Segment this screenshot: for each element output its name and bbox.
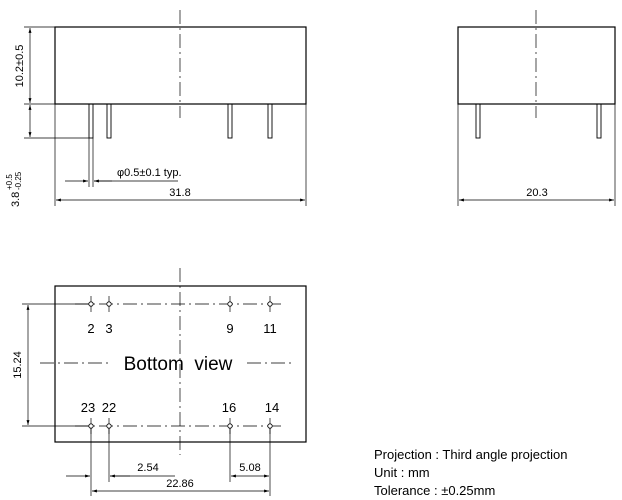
dim-side-width: 20.3	[526, 187, 547, 199]
front-view-pins	[88, 103, 273, 139]
side-view-body	[457, 26, 616, 105]
drawing-notes: Projection : Third angle projection Unit…	[374, 447, 567, 498]
pin-hole-11	[267, 296, 273, 312]
bottom-view-body	[54, 285, 307, 443]
dim-pin-length: 3.8 +0.5 -0.25	[5, 171, 23, 207]
dim-pin-diameter: φ0.5±0.1 typ.	[117, 167, 182, 179]
note-tolerance: Tolerance : ±0.25mm	[374, 483, 495, 498]
pin-label-14: 14	[265, 400, 279, 415]
dim-pitch: 2.54	[137, 462, 158, 474]
side-pin-right	[596, 103, 602, 139]
dim-pin-length-main: 3.8	[10, 192, 22, 207]
dim-span: 22.86	[166, 478, 194, 490]
front-pin-4	[267, 103, 273, 139]
pin-hole-9	[227, 296, 233, 312]
note-projection: Projection : Third angle projection	[374, 447, 567, 462]
dim-bottom-height: 15.24	[12, 351, 24, 379]
pin-label-3: 3	[105, 321, 112, 336]
pin-hole-3	[106, 296, 112, 312]
bottom-view-title: Bottom view	[124, 354, 233, 375]
pin-label-9: 9	[226, 321, 233, 336]
front-pin-3	[227, 103, 233, 139]
bottom-view: 2 3 9 11 23 22 16 14 Bottom view 15.24 2…	[12, 268, 307, 496]
front-pin-2	[106, 103, 112, 139]
bottom-view-pin-holes	[88, 296, 273, 434]
front-pin-1	[88, 103, 94, 139]
pin-label-2: 2	[87, 321, 94, 336]
dim-pitch-right: 5.08	[239, 462, 260, 474]
side-view: 20.3	[457, 10, 616, 206]
front-view-body	[54, 26, 307, 105]
note-unit: Unit : mm	[374, 465, 430, 480]
pin-label-11: 11	[263, 321, 277, 336]
pin-label-22: 22	[102, 400, 116, 415]
dim-pin-length-sup: +0.5	[5, 174, 14, 190]
pin-hole-2	[88, 296, 94, 312]
pin-label-16: 16	[222, 400, 236, 415]
dim-overall-length: 31.8	[169, 187, 190, 199]
side-pin-left	[475, 103, 481, 139]
front-view: 10.2±0.5 3.8 +0.5 -0.25 φ0.5±0.1 typ. 31…	[5, 10, 307, 207]
dim-pin-length-sub: -0.25	[14, 171, 23, 190]
pin-label-23: 23	[81, 400, 95, 415]
dim-body-height: 10.2±0.5	[14, 45, 26, 88]
